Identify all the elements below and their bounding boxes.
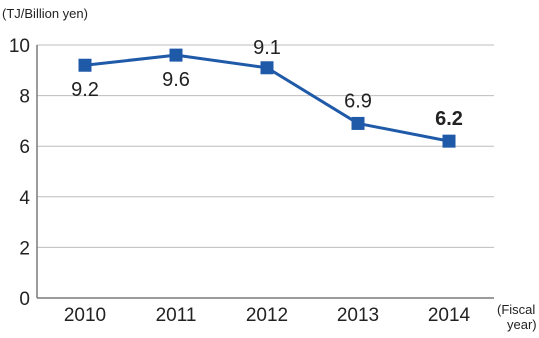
- x-tick-label: 2013: [337, 305, 379, 326]
- x-tick-labels: 2010 2011 2012 2013 2014: [64, 305, 471, 326]
- data-label: 9.6: [162, 69, 190, 91]
- data-label: 9.1: [253, 37, 281, 59]
- x-tick-label: 2011: [156, 305, 197, 326]
- data-point-marker: [351, 116, 365, 130]
- y-tick-labels: 0 2 4 6 8 10: [9, 36, 31, 310]
- y-tick-label: 8: [19, 87, 30, 108]
- y-tick-label: 0: [19, 289, 30, 310]
- y-tick-label: 4: [19, 188, 30, 209]
- y-tick-label: 10: [9, 36, 30, 57]
- y-tick-label: 6: [19, 137, 30, 158]
- x-tick-label: 2014: [428, 305, 471, 326]
- data-series: [78, 48, 456, 148]
- x-tick-label: 2010: [64, 305, 106, 326]
- y-axis-unit-label: (TJ/Billion yen): [2, 6, 88, 21]
- x-axis-unit-label-line1: (Fiscal: [497, 302, 535, 317]
- x-axis-unit-label-line2: year): [507, 317, 537, 332]
- data-labels: 9.2 9.6 9.1 6.9 6.2: [71, 37, 463, 130]
- data-label: 6.2: [435, 108, 463, 130]
- data-point-marker: [442, 134, 456, 148]
- grid-lines: [37, 44, 494, 248]
- data-point-marker: [169, 48, 183, 62]
- data-label: 9.2: [71, 79, 99, 101]
- y-tick-label: 2: [19, 238, 30, 259]
- x-tick-label: 2012: [246, 305, 288, 326]
- data-point-marker: [78, 58, 92, 72]
- axes: [36, 45, 494, 299]
- data-point-marker: [260, 61, 274, 75]
- data-label: 6.9: [344, 90, 372, 112]
